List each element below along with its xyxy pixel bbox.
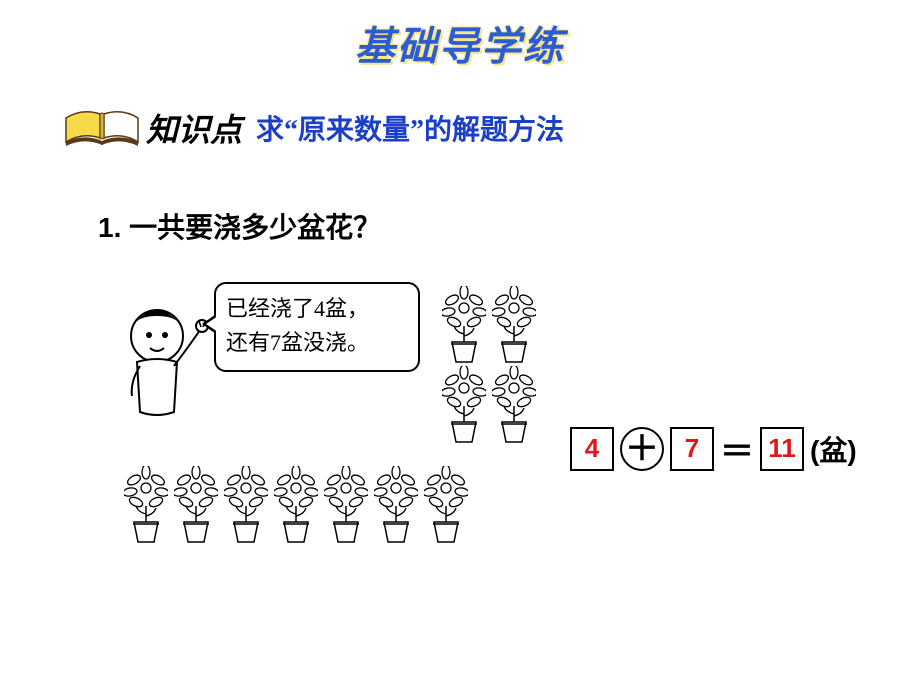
illustration-area: 已经浇了4盆， 还有7盆没浇。 <box>112 276 512 566</box>
flower-pot-icon <box>124 466 168 544</box>
question-body: 一共要浇多少盆花？ <box>129 212 381 243</box>
equation-equals: ＝ <box>720 424 754 473</box>
knowledge-point-row: 知识点 求“原来数量”的解题方法 <box>62 104 564 152</box>
flower-pot-icon <box>442 366 486 444</box>
flower-pot-icon <box>224 466 268 544</box>
equation-unit: (盆) <box>810 429 857 469</box>
flower-pot-icon <box>424 466 468 544</box>
question-number: 1. <box>98 212 121 243</box>
equation-operator: ＋ <box>620 427 664 471</box>
page-title: 基础导学练 <box>355 14 565 72</box>
flower-pot-icon <box>442 286 486 364</box>
flower-pot-icon <box>324 466 368 544</box>
child-icon <box>112 302 212 442</box>
speech-bubble: 已经浇了4盆， 还有7盆没浇。 <box>214 282 420 372</box>
flower-pot-icon <box>492 286 536 364</box>
open-book-icon <box>62 104 142 152</box>
knowledge-point-label: 知识点 <box>146 105 242 151</box>
equation-result: 11 <box>760 427 804 471</box>
speech-line-2: 还有7盆没浇。 <box>226 326 408 360</box>
knowledge-point-text: 求“原来数量”的解题方法 <box>256 108 564 148</box>
flower-pot-icon <box>174 466 218 544</box>
flower-pot-icon <box>492 366 536 444</box>
question-text: 1. 一共要浇多少盆花？ <box>98 206 381 246</box>
speech-line-1: 已经浇了4盆， <box>226 292 408 326</box>
equation-row: 4 ＋ 7 ＝ 11 (盆) <box>570 424 857 473</box>
equation-operand-b: 7 <box>670 427 714 471</box>
flower-pot-icon <box>274 466 318 544</box>
equation-operand-a: 4 <box>570 427 614 471</box>
flower-pot-icon <box>374 466 418 544</box>
